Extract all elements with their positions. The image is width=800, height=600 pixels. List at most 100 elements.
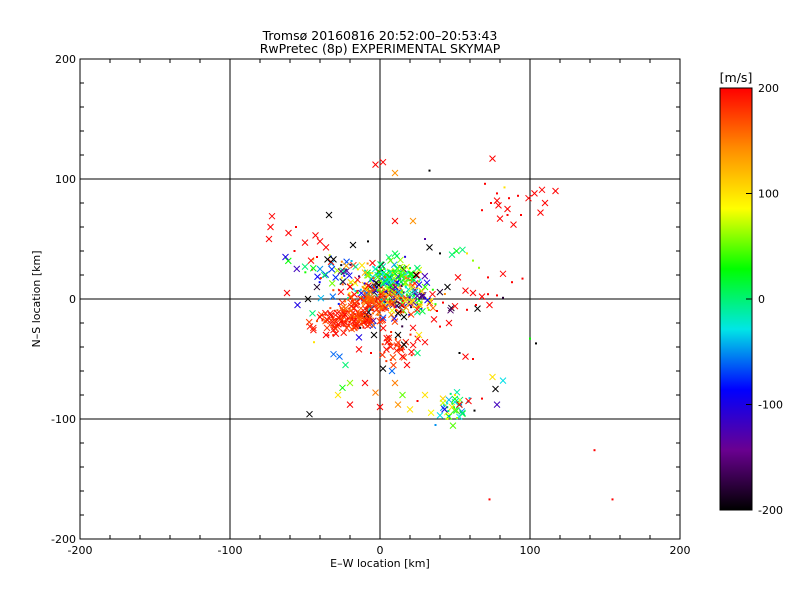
cluster-point <box>359 288 362 291</box>
cluster-point <box>451 395 459 403</box>
cluster-point <box>411 288 419 296</box>
cluster-point <box>357 295 364 302</box>
point-stroke <box>419 291 427 299</box>
cluster-point <box>404 283 407 286</box>
point-stroke <box>322 244 330 251</box>
cluster-point <box>385 289 388 292</box>
point-stroke <box>330 256 337 263</box>
cluster-point <box>332 334 335 337</box>
point-stroke <box>398 292 406 299</box>
cluster-point <box>365 302 373 310</box>
point-stroke <box>424 296 431 304</box>
point-stroke <box>399 391 406 399</box>
point-stroke <box>320 271 328 279</box>
data-point <box>293 250 296 252</box>
point-stroke <box>310 326 317 334</box>
data-point <box>391 379 399 387</box>
point-stroke <box>340 309 348 317</box>
data-point <box>346 379 354 387</box>
point-stroke <box>531 190 538 197</box>
cluster-point <box>368 315 371 318</box>
data-point <box>322 331 330 339</box>
cluster-point <box>379 324 387 332</box>
x-tick-label: 200 <box>670 544 691 557</box>
cluster-point <box>345 325 348 328</box>
data-point <box>508 197 510 200</box>
cluster-point <box>363 295 366 298</box>
point-stroke <box>413 292 421 300</box>
data-point <box>316 238 324 245</box>
cluster-point <box>364 282 372 290</box>
point-stroke <box>374 273 382 281</box>
data-point <box>309 310 316 317</box>
data-point <box>493 197 501 204</box>
cluster-point <box>401 348 404 351</box>
cluster-point <box>399 301 406 309</box>
cluster-point <box>407 270 415 277</box>
cluster-point <box>396 263 404 271</box>
point-stroke <box>309 264 317 272</box>
point-stroke <box>421 283 429 291</box>
data-point <box>337 288 345 296</box>
data-point <box>334 391 342 399</box>
cluster-point <box>427 308 430 311</box>
cluster-point <box>386 298 389 301</box>
cluster-point <box>416 303 419 306</box>
point-stroke <box>379 365 387 372</box>
cluster-point <box>388 270 391 273</box>
cluster-point <box>458 401 461 404</box>
point-stroke <box>385 334 393 342</box>
cluster-point <box>394 337 397 340</box>
data-point <box>472 259 474 262</box>
point-stroke <box>390 315 398 322</box>
data-point <box>369 259 376 267</box>
cluster-point <box>345 320 348 323</box>
point-stroke <box>327 260 335 267</box>
cluster-point <box>400 284 403 287</box>
cluster-point <box>351 279 359 287</box>
point-stroke <box>306 410 313 418</box>
data-point <box>336 353 343 360</box>
point-stroke <box>294 301 301 309</box>
data-point <box>466 308 468 311</box>
cluster-point <box>343 268 346 271</box>
point-stroke <box>322 309 329 317</box>
cluster-point <box>327 311 335 319</box>
data-point <box>406 406 414 413</box>
point-stroke <box>346 283 354 291</box>
point-stroke <box>382 270 390 278</box>
data-point <box>415 331 423 339</box>
cluster-point <box>356 316 364 324</box>
data-point <box>330 350 337 358</box>
data-point <box>439 325 441 328</box>
point-stroke <box>448 251 456 258</box>
data-points <box>265 155 614 501</box>
cluster-point <box>348 292 351 295</box>
data-point <box>474 305 481 312</box>
point-stroke <box>376 403 384 411</box>
cluster-point <box>380 280 383 283</box>
point-stroke <box>392 283 399 291</box>
point-stroke <box>339 278 347 286</box>
cluster-point <box>339 278 347 286</box>
cluster-point <box>409 341 417 349</box>
point-stroke <box>387 281 395 289</box>
cluster-point <box>358 313 361 316</box>
cluster-point <box>398 285 401 288</box>
point-stroke <box>393 252 401 260</box>
x-axis-label: E–W location [km] <box>330 557 430 570</box>
point-stroke <box>324 256 331 263</box>
point-stroke <box>403 361 411 369</box>
cluster-point <box>309 264 317 272</box>
cluster-point <box>443 404 446 407</box>
data-point <box>358 262 366 269</box>
data-point <box>312 232 319 239</box>
data-point <box>316 256 318 258</box>
cluster-point <box>385 337 392 344</box>
data-point <box>506 214 509 216</box>
cluster-point <box>386 276 393 284</box>
point-stroke <box>351 279 359 287</box>
point-stroke <box>347 299 355 307</box>
point-stroke <box>354 276 361 284</box>
cluster-point <box>458 408 466 415</box>
